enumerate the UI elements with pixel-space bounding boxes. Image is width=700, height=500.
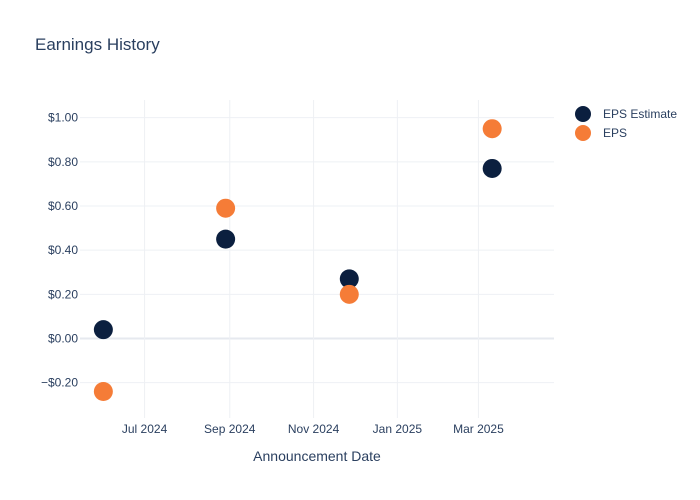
x-axis-title: Announcement Date	[253, 448, 381, 464]
data-point	[339, 269, 359, 289]
legend-label: EPS	[603, 126, 627, 140]
data-point	[93, 320, 113, 340]
legend-marker	[575, 106, 591, 122]
y-tick-label: $0.60	[48, 199, 78, 213]
series-eps	[93, 119, 502, 401]
x-tick-label: Mar 2025	[453, 422, 504, 436]
data-point	[482, 119, 502, 139]
y-tick-label: −$0.20	[41, 376, 78, 390]
x-tick-label: Sep 2024	[204, 422, 256, 436]
y-axis-ticks: −$0.20 $0.00 $0.20 $0.40 $0.60 $0.80 $1.00	[41, 111, 78, 390]
data-point	[216, 229, 236, 249]
series-eps-estimate	[93, 158, 502, 340]
y-tick-label: $0.00	[48, 332, 78, 346]
x-axis-ticks: Jul 2024 Sep 2024 Nov 2024 Jan 2025 Mar 2025	[122, 422, 504, 436]
x-tick-label: Nov 2024	[288, 422, 340, 436]
data-points	[93, 119, 502, 401]
y-tick-label: $0.80	[48, 155, 78, 169]
x-tick-label: Jan 2025	[373, 422, 423, 436]
grid-layer	[80, 100, 554, 418]
legend-marker	[575, 125, 591, 141]
legend-label: EPS Estimate	[603, 107, 677, 121]
data-point	[339, 284, 359, 304]
data-point	[482, 158, 502, 178]
x-tick-label: Jul 2024	[122, 422, 168, 436]
y-tick-label: $0.40	[48, 243, 78, 257]
data-point	[93, 382, 113, 401]
y-tick-label: $0.20	[48, 287, 78, 301]
chart-title: Earnings History	[35, 35, 160, 54]
y-tick-label: $1.00	[48, 111, 78, 125]
data-point	[216, 198, 236, 218]
legend: EPS Estimate EPS	[575, 106, 677, 141]
